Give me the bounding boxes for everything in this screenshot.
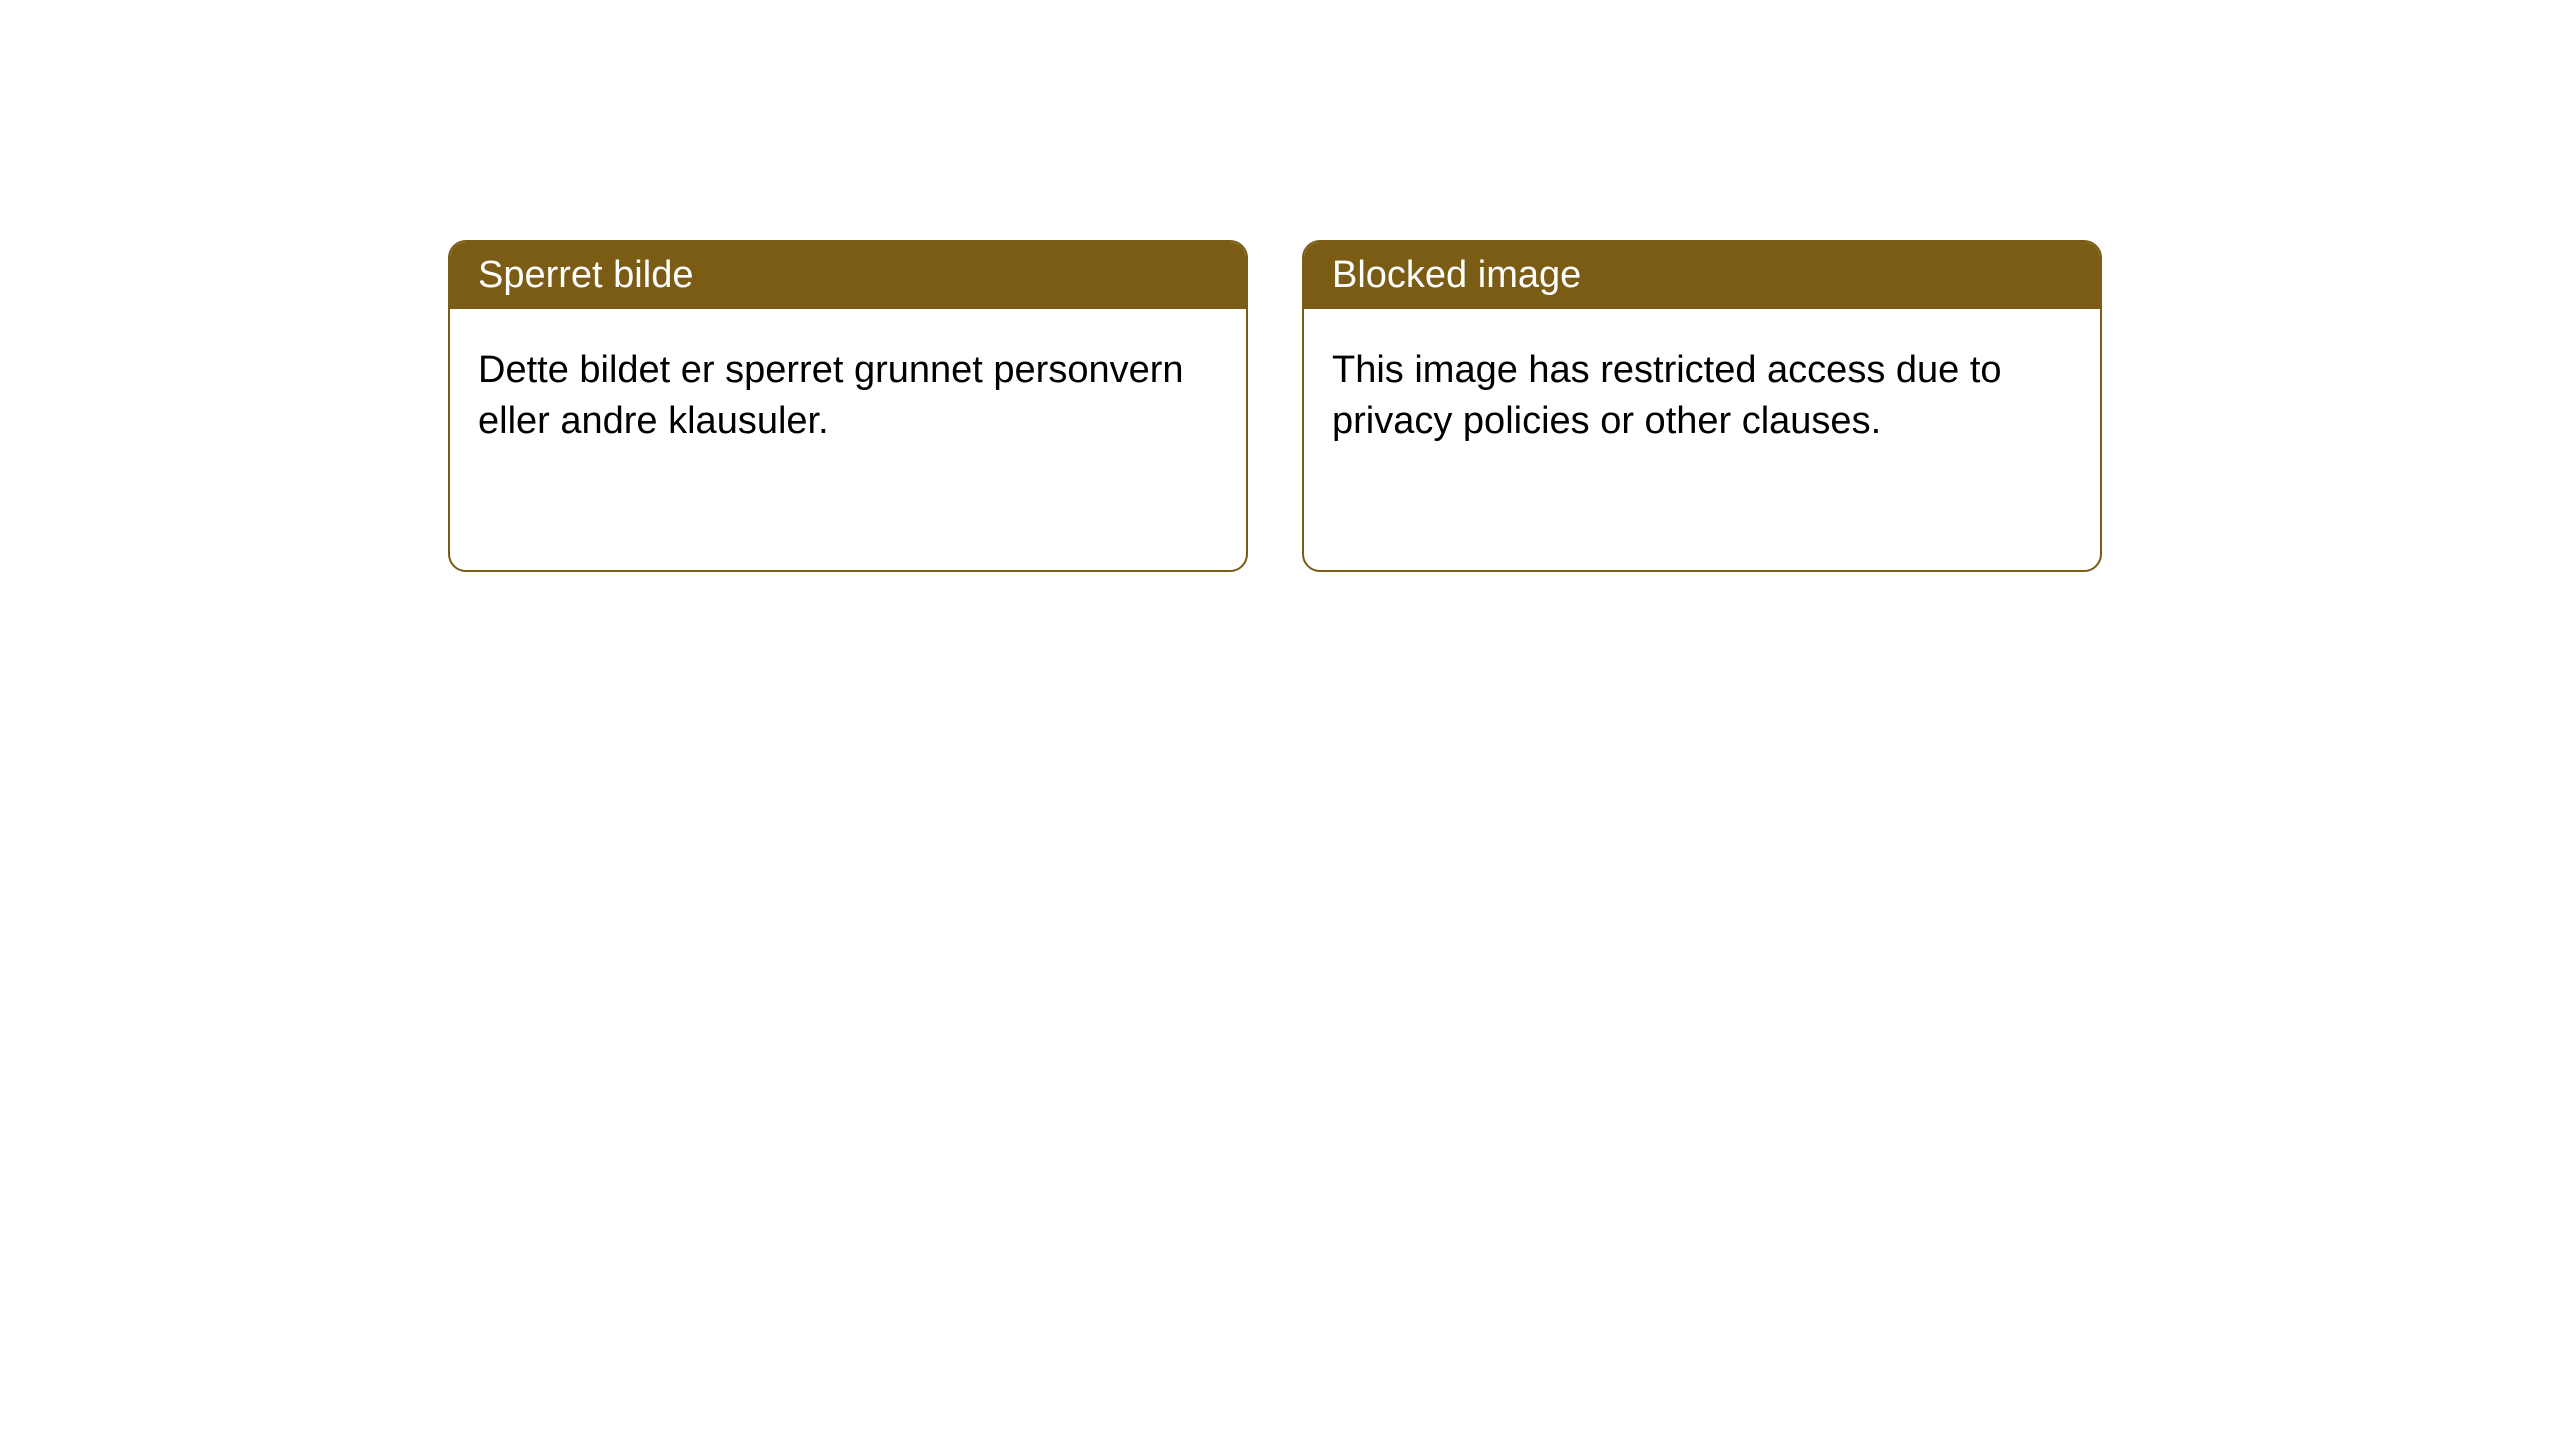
- blocked-image-card-no: Sperret bilde Dette bildet er sperret gr…: [448, 240, 1248, 572]
- card-body-text: This image has restricted access due to …: [1332, 349, 2002, 442]
- card-header: Blocked image: [1304, 242, 2100, 309]
- card-body-text: Dette bildet er sperret grunnet personve…: [478, 349, 1184, 442]
- notice-cards-container: Sperret bilde Dette bildet er sperret gr…: [0, 0, 2560, 572]
- card-title: Sperret bilde: [478, 254, 693, 296]
- card-body: This image has restricted access due to …: [1304, 309, 2100, 484]
- blocked-image-card-en: Blocked image This image has restricted …: [1302, 240, 2102, 572]
- card-title: Blocked image: [1332, 254, 1581, 296]
- card-header: Sperret bilde: [450, 242, 1246, 309]
- card-body: Dette bildet er sperret grunnet personve…: [450, 309, 1246, 484]
